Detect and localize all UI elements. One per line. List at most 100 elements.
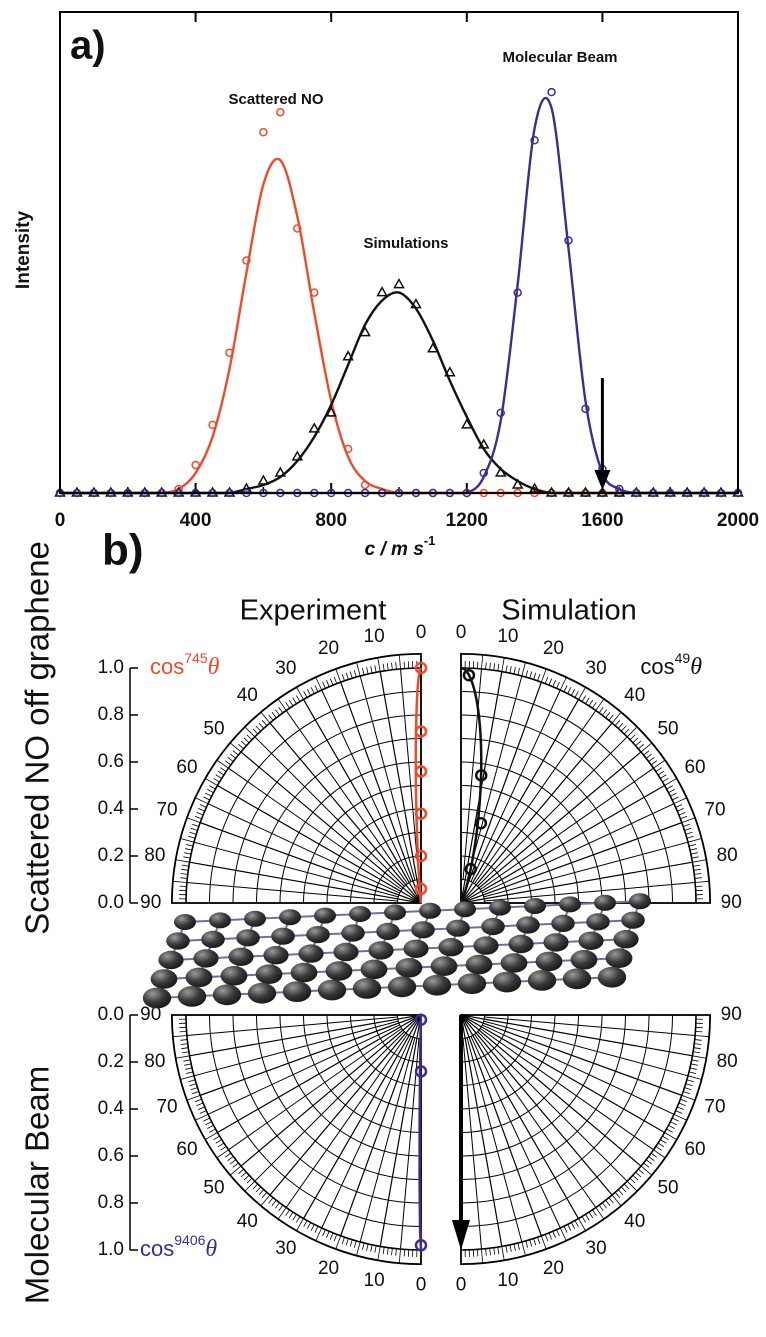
band-tick xyxy=(398,1249,401,1264)
band-tick xyxy=(209,785,216,790)
band-tick xyxy=(288,699,294,707)
theta-tick-label: 10 xyxy=(497,1270,518,1291)
band-tick xyxy=(620,1186,627,1193)
grid-spoke xyxy=(462,1038,482,1250)
band-tick xyxy=(395,662,397,670)
theta-tick-label: 10 xyxy=(364,626,385,647)
marker xyxy=(325,406,337,417)
band-tick xyxy=(292,697,297,704)
grid-spoke xyxy=(483,1020,689,1077)
band-tick xyxy=(353,670,357,678)
band-tick xyxy=(370,1244,373,1252)
marker xyxy=(479,468,488,478)
band-tick xyxy=(540,668,547,683)
band-tick xyxy=(349,1239,353,1247)
atom xyxy=(201,930,225,949)
grid-spoke xyxy=(321,1036,412,1229)
fit-label-base: cos xyxy=(150,654,184,679)
band-tick xyxy=(611,711,622,724)
atom xyxy=(597,966,627,988)
data-point xyxy=(462,668,476,682)
grid-spoke xyxy=(460,1014,665,1134)
band-tick xyxy=(533,672,537,680)
grid-spoke xyxy=(460,1014,642,1167)
band-tick xyxy=(556,1229,560,1237)
grid-spoke xyxy=(228,767,403,890)
fit-line xyxy=(59,291,738,495)
series-label: Scattered NO xyxy=(228,91,323,108)
row-title: Molecular Beam xyxy=(19,1066,56,1304)
atom xyxy=(578,931,604,950)
atom xyxy=(562,968,592,990)
band-tick xyxy=(232,750,239,756)
band-tick xyxy=(303,691,308,698)
band-tick xyxy=(570,689,575,696)
marker xyxy=(343,444,353,454)
band-tick xyxy=(180,1043,188,1045)
band-tick xyxy=(556,681,560,689)
band-tick xyxy=(285,1209,290,1216)
grid-spoke xyxy=(186,882,398,902)
fit-line xyxy=(59,157,738,495)
grid-spoke xyxy=(207,803,400,894)
fit-label-var: θ xyxy=(690,654,702,680)
grid-spoke xyxy=(217,1014,422,1134)
r-tick-label: 0.2 xyxy=(98,845,124,866)
atom xyxy=(457,973,487,994)
theta-tick-label: 80 xyxy=(144,1051,165,1072)
atom xyxy=(349,906,371,922)
band-tick xyxy=(509,666,512,674)
band-tick xyxy=(356,1241,361,1256)
atom xyxy=(492,971,522,993)
band-tick xyxy=(307,689,312,696)
band-tick xyxy=(216,759,229,769)
band-tick xyxy=(544,676,549,684)
fit-label-exponent: 745 xyxy=(184,650,208,666)
band-tick xyxy=(326,1231,330,1238)
data-point xyxy=(414,882,428,896)
band-tick xyxy=(683,823,690,827)
panel-label: b) xyxy=(102,526,144,575)
band-tick xyxy=(695,1035,710,1038)
grid-spoke xyxy=(186,1016,398,1036)
grid-spoke xyxy=(228,1028,403,1151)
band-tick xyxy=(207,1124,214,1129)
band-tick xyxy=(285,702,290,709)
band-tick xyxy=(517,1242,520,1250)
r-tick-label: 1.0 xyxy=(98,1239,124,1260)
band-tick xyxy=(614,720,621,726)
band-tick xyxy=(655,1146,662,1151)
band-tick xyxy=(489,1248,491,1256)
grid-spoke xyxy=(466,675,523,881)
x-axis-label-sup: -1 xyxy=(424,533,436,548)
band-tick xyxy=(258,722,265,729)
grid-spoke xyxy=(340,681,422,904)
grid-spoke xyxy=(269,1014,422,1196)
marker xyxy=(494,466,507,477)
band-tick xyxy=(333,676,338,684)
atom xyxy=(325,961,353,981)
band-tick xyxy=(278,1204,284,1212)
band-tick xyxy=(598,706,604,714)
band-tick xyxy=(386,1247,389,1255)
band-tick xyxy=(505,665,508,673)
band-tick xyxy=(660,774,667,779)
band-tick xyxy=(650,1152,658,1158)
atom xyxy=(586,913,610,931)
grid-spoke xyxy=(321,689,412,882)
band-tick xyxy=(271,1199,277,1206)
grid-spoke xyxy=(484,1016,696,1036)
band-tick xyxy=(588,699,594,707)
band-tick xyxy=(497,663,500,671)
band-tick xyxy=(209,1128,216,1133)
grid-spoke xyxy=(460,861,693,904)
band-tick xyxy=(693,864,701,867)
band-tick xyxy=(513,1243,516,1251)
band-tick xyxy=(688,1071,696,1074)
x-tick-label: 400 xyxy=(180,510,212,531)
band-tick xyxy=(497,1247,500,1255)
band-tick xyxy=(186,817,201,824)
band-tick xyxy=(215,1139,222,1144)
band-tick xyxy=(684,1087,692,1091)
atom xyxy=(174,914,196,930)
